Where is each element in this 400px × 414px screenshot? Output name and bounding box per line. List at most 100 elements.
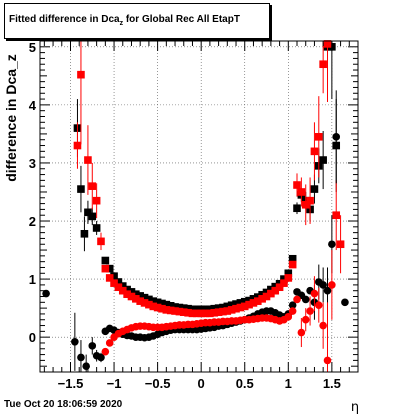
data-point-square xyxy=(158,304,166,313)
data-point-square xyxy=(179,304,188,312)
data-point-square xyxy=(267,285,275,294)
data-point-square xyxy=(123,285,131,294)
data-point-square xyxy=(301,200,310,209)
data-point-square xyxy=(158,299,166,308)
data-point-square xyxy=(319,156,327,164)
data-point-square xyxy=(118,286,127,295)
data-point-square xyxy=(97,237,105,246)
footer-timestamp: Tue Oct 20 18:06:59 2020 xyxy=(4,399,123,410)
data-point-square xyxy=(175,307,184,316)
data-point-square xyxy=(267,289,275,298)
grid-lines xyxy=(40,41,358,372)
data-point-square xyxy=(249,299,258,307)
x-tick-label: 1 xyxy=(285,376,292,391)
data-point-circle xyxy=(332,133,341,141)
data-point-square xyxy=(280,275,288,283)
data-point-square xyxy=(88,212,97,221)
data-point-square xyxy=(284,269,293,278)
data-point-circle xyxy=(319,281,327,289)
x-tick-label: 0 xyxy=(198,376,205,391)
data-point-square xyxy=(127,288,136,296)
data-point-square xyxy=(336,240,345,249)
data-point-square xyxy=(288,254,297,263)
data-point-circle xyxy=(88,342,97,350)
data-point-circle xyxy=(301,315,310,324)
data-point-square xyxy=(310,185,319,193)
data-point-circle xyxy=(293,295,301,304)
data-point-circle xyxy=(284,313,293,321)
data-point-square xyxy=(140,293,149,302)
data-point-square xyxy=(275,283,284,292)
data-point-square xyxy=(73,141,82,150)
x-axis-label: η xyxy=(351,400,359,414)
data-point-square xyxy=(193,309,201,318)
data-point-circle xyxy=(328,281,336,289)
data-point-square xyxy=(258,295,266,303)
data-point-circle xyxy=(323,356,332,365)
data-point-square xyxy=(105,264,114,273)
data-point-square xyxy=(162,306,171,314)
data-point-square xyxy=(162,300,171,309)
data-point-square xyxy=(280,279,288,287)
chart-title-prefix: Fitted difference in Dca xyxy=(9,14,120,25)
data-point-square xyxy=(214,308,223,316)
chart-title: Fitted difference in Dcaz for Global Rec… xyxy=(9,14,240,27)
data-point-circle xyxy=(288,301,297,310)
data-point-square xyxy=(223,302,232,311)
data-point-square xyxy=(114,283,123,292)
data-point-square xyxy=(153,303,162,312)
data-point-square xyxy=(193,305,201,314)
chart-title-box: Fitted difference in Dcaz for Global Rec… xyxy=(4,3,270,39)
y-tick-label: 5 xyxy=(29,40,36,55)
data-point-square xyxy=(293,204,301,213)
y-tick-label: 4 xyxy=(29,98,37,113)
x-tick-label: −0.5 xyxy=(145,376,171,391)
data-point-square xyxy=(206,305,214,314)
data-point-square xyxy=(179,308,188,316)
data-point-square xyxy=(254,293,262,301)
y-tick-label: 3 xyxy=(29,156,36,171)
data-point-square xyxy=(84,156,92,164)
data-point-square xyxy=(240,302,249,311)
y-tick-label: 1 xyxy=(29,272,36,287)
x-tick-label: 0.5 xyxy=(236,376,254,391)
data-point-square xyxy=(92,196,101,205)
data-point-circle xyxy=(105,339,114,347)
data-point-circle xyxy=(71,338,79,346)
data-point-square xyxy=(105,274,114,282)
data-point-square xyxy=(245,300,253,309)
data-point-square xyxy=(92,224,101,232)
data-point-square xyxy=(323,40,332,48)
data-point-square xyxy=(206,309,214,318)
data-point-square xyxy=(118,282,127,290)
data-point-circle xyxy=(341,298,349,307)
data-point-circle xyxy=(77,353,85,362)
data-point-square xyxy=(123,290,131,298)
data-point-square xyxy=(132,295,140,303)
data-point-square xyxy=(240,297,249,306)
data-point-square xyxy=(245,296,253,305)
data-point-circle xyxy=(288,307,297,315)
data-point-square xyxy=(77,70,85,79)
data-point-square xyxy=(88,182,97,190)
data-point-square xyxy=(110,272,118,280)
data-point-square xyxy=(319,60,327,69)
data-point-circle xyxy=(310,289,319,298)
data-point-square xyxy=(210,308,219,317)
data-point-square xyxy=(197,309,205,318)
data-point-square xyxy=(219,307,227,316)
data-point-square xyxy=(227,306,236,314)
x-tick-label: −1 xyxy=(107,376,122,391)
y-axis-label: difference in Dca_z xyxy=(3,54,19,182)
data-point-square xyxy=(136,292,144,300)
data-point-circle xyxy=(306,307,314,315)
data-point-square xyxy=(171,303,179,311)
data-point-square xyxy=(197,305,205,314)
data-point-circle xyxy=(97,353,105,362)
data-point-square xyxy=(166,306,175,315)
series-3 xyxy=(101,250,336,372)
data-point-square xyxy=(271,286,280,295)
chart-title-suffix: for Global Rec All EtapT xyxy=(123,14,240,25)
data-point-square xyxy=(232,304,240,313)
